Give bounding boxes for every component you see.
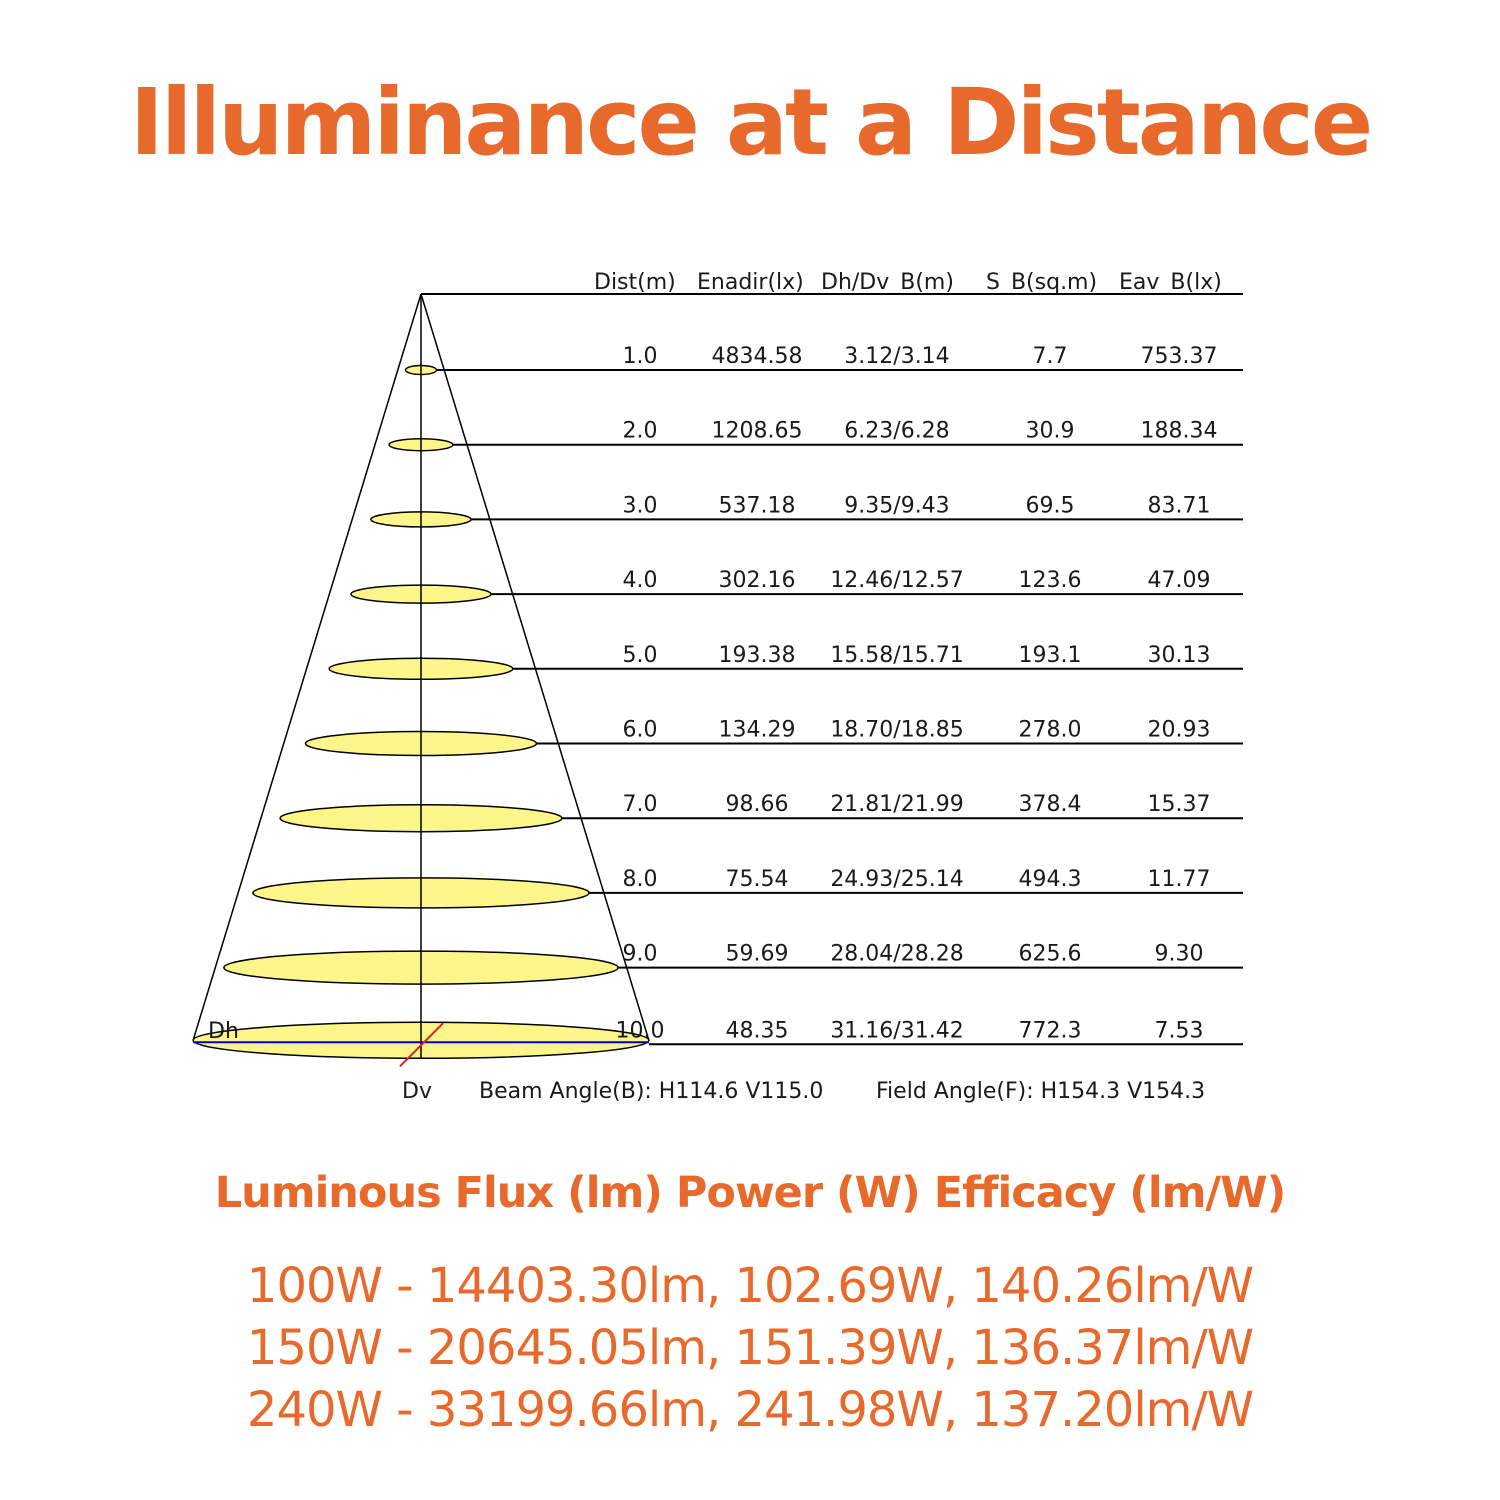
cone-edge-left xyxy=(192,293,422,1041)
table-cell-sb: 494.3 xyxy=(1019,867,1082,892)
table-cell-eav: 47.09 xyxy=(1148,568,1211,593)
table-cell-enadir: 48.35 xyxy=(726,1018,789,1043)
table-cell-eav: 30.13 xyxy=(1148,643,1211,668)
table-cell-enadir: 75.54 xyxy=(726,867,789,892)
table-cell-eav: 15.37 xyxy=(1148,792,1211,817)
table-cell-eav: 753.37 xyxy=(1141,344,1218,369)
specs-heading: Luminous Flux (lm) Power (W) Efficacy (l… xyxy=(214,1168,1286,1218)
column-header: Enadir(lx) xyxy=(697,270,804,295)
column-header: Eav_B(lx) xyxy=(1119,270,1222,295)
table-cell-sb: 278.0 xyxy=(1019,718,1082,743)
table-cell-enadir: 59.69 xyxy=(726,942,789,967)
table-cell-dhdv: 12.46/12.57 xyxy=(830,568,963,593)
table-cell-sb: 193.1 xyxy=(1019,643,1082,668)
table-cell-dist: 6.0 xyxy=(623,718,658,743)
table-cell-enadir: 98.66 xyxy=(726,792,789,817)
table-cell-eav: 188.34 xyxy=(1141,419,1218,444)
table-cell-dhdv: 15.58/15.71 xyxy=(830,643,963,668)
table-cell-dhdv: 24.93/25.14 xyxy=(830,867,963,892)
table-cell-sb: 7.7 xyxy=(1033,344,1068,369)
beam-cone xyxy=(192,293,650,1068)
table-cell-eav: 7.53 xyxy=(1155,1018,1204,1043)
table-cell-dhdv: 9.35/9.43 xyxy=(844,493,949,518)
table-cell-enadir: 537.18 xyxy=(719,493,796,518)
table-cell-dhdv: 31.16/31.42 xyxy=(830,1018,963,1043)
table-cell-dhdv: 3.12/3.14 xyxy=(844,344,949,369)
table-cell-dist: 4.0 xyxy=(623,568,658,593)
field-angle-label: Field Angle(F): H154.3 V154.3 xyxy=(876,1079,1205,1104)
table-cell-sb: 123.6 xyxy=(1019,568,1082,593)
column-header: S_B(sq.m) xyxy=(986,270,1097,295)
dv-diameter xyxy=(399,1022,444,1068)
table-cell-sb: 378.4 xyxy=(1019,792,1082,817)
table-cell-dist: 10.0 xyxy=(616,1018,665,1043)
table-cell-dist: 9.0 xyxy=(623,942,658,967)
table-cell-enadir: 4834.58 xyxy=(712,344,803,369)
table-cell-sb: 772.3 xyxy=(1019,1018,1082,1043)
spec-line-240w: 240W - 33199.66lm, 241.98W, 137.20lm/W xyxy=(246,1382,1254,1438)
table-cell-eav: 20.93 xyxy=(1148,718,1211,743)
table-cell-enadir: 134.29 xyxy=(719,718,796,743)
table-headers: Dist(m) Enadir(lx) Dh/Dv_B(m) S_B(sq.m) Eav_… xyxy=(421,270,1243,295)
table-cell-eav: 83.71 xyxy=(1148,493,1211,518)
spec-line-150w: 150W - 20645.05lm, 151.39W, 136.37lm/W xyxy=(246,1320,1254,1376)
table-cell-dist: 1.0 xyxy=(623,344,658,369)
table-cell-enadir: 302.16 xyxy=(719,568,796,593)
spec-line-100w: 100W - 14403.30lm, 102.69W, 140.26lm/W xyxy=(246,1258,1254,1314)
table-cell-dist: 2.0 xyxy=(623,419,658,444)
page-title: Illuminance at a Distance xyxy=(129,69,1374,176)
beam-angle-label: Beam Angle(B): H114.6 V115.0 xyxy=(479,1079,823,1104)
column-header: Dh/Dv_B(m) xyxy=(821,270,954,295)
table-cell-eav: 11.77 xyxy=(1148,867,1211,892)
table-cell-dist: 3.0 xyxy=(623,493,658,518)
table-cell-eav: 9.30 xyxy=(1155,942,1204,967)
table-cell-dhdv: 21.81/21.99 xyxy=(830,792,963,817)
spec-lines: 100W - 14403.30lm, 102.69W, 140.26lm/W 1… xyxy=(0,1255,1500,1441)
table-cell-dist: 8.0 xyxy=(623,867,658,892)
table-cell-dist: 7.0 xyxy=(623,792,658,817)
table-cell-dhdv: 18.70/18.85 xyxy=(830,718,963,743)
dh-label: Dh xyxy=(208,1019,239,1044)
table-cell-sb: 30.9 xyxy=(1026,419,1075,444)
table-cell-enadir: 1208.65 xyxy=(712,419,803,444)
cone-edge-right xyxy=(420,293,650,1041)
table-cell-enadir: 193.38 xyxy=(719,643,796,668)
column-header: Dist(m) xyxy=(594,270,676,295)
table-cell-dhdv: 28.04/28.28 xyxy=(830,942,963,967)
table-rows: 1.0 4834.58 3.12/3.14 7.7 753.37 2.0 1208.65 6.… xyxy=(436,344,1243,1046)
dv-label: Dv xyxy=(402,1079,432,1104)
table-cell-dist: 5.0 xyxy=(623,643,658,668)
table-cell-sb: 69.5 xyxy=(1026,493,1075,518)
table-cell-dhdv: 6.23/6.28 xyxy=(844,419,949,444)
table-cell-sb: 625.6 xyxy=(1019,942,1082,967)
